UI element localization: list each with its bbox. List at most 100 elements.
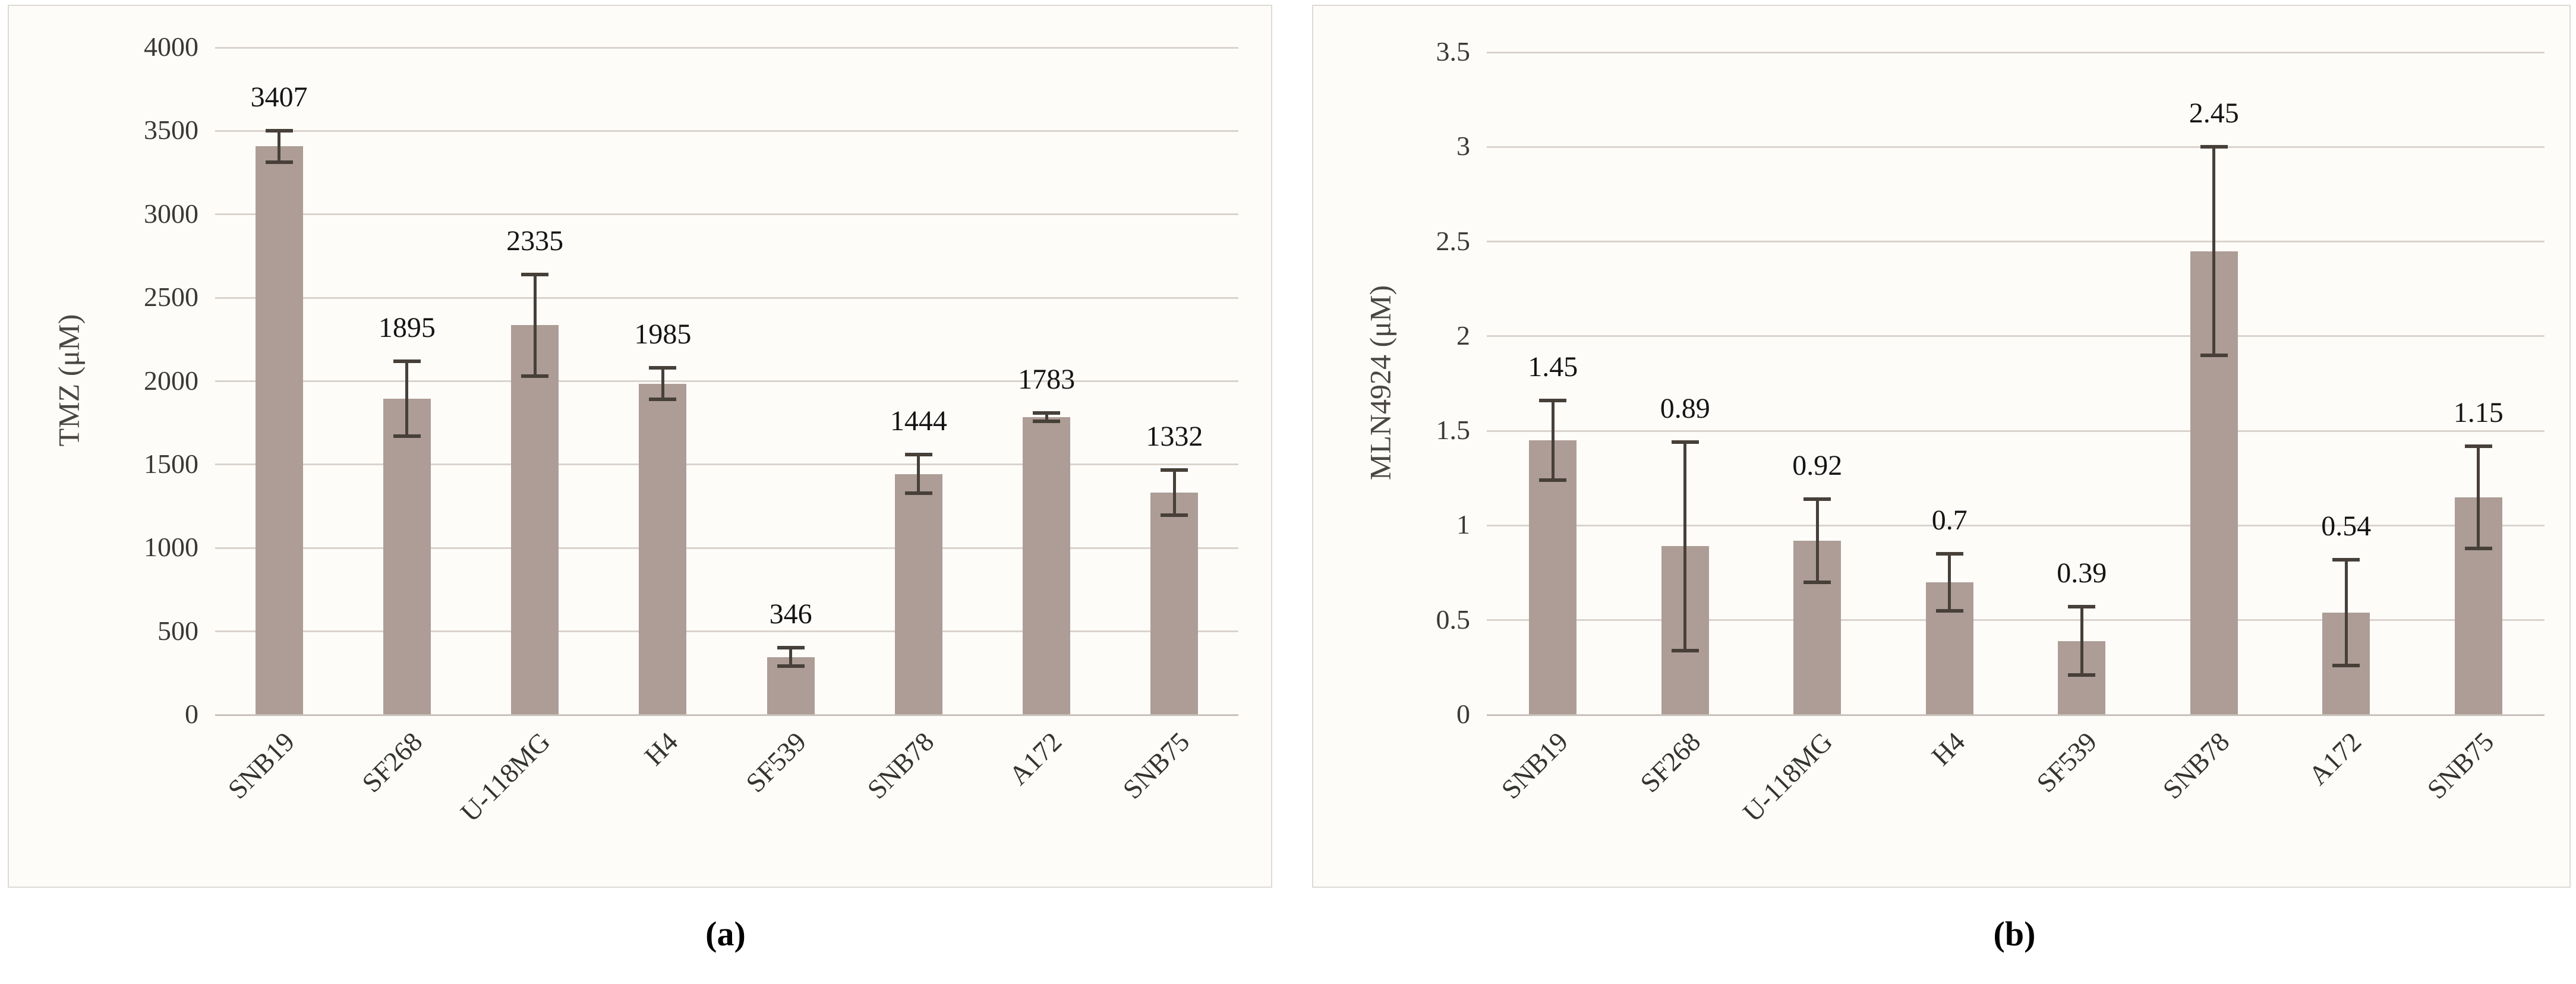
error-bar-stem-SNB78 <box>917 455 920 493</box>
y-axis-tick-label: 4000 <box>144 31 198 62</box>
error-bar-cap-bottom-SF268 <box>1671 648 1699 652</box>
error-bar-stem-SF539 <box>2080 607 2083 676</box>
data-label-SNB78: 1444 <box>890 405 947 437</box>
data-label-SNB75: 1332 <box>1146 421 1203 453</box>
error-bar-cap-bottom-SF539 <box>777 664 805 668</box>
error-bar-cap-bottom-A172 <box>1033 420 1061 424</box>
error-bar-cap-top-H4 <box>649 366 677 370</box>
gridline <box>1487 524 2545 526</box>
data-label-SNB19: 1.45 <box>1528 351 1578 383</box>
gridline <box>215 463 1238 466</box>
error-bar-stem-A172 <box>2344 559 2348 666</box>
error-bar-stem-A172 <box>1045 413 1048 422</box>
data-label-SNB19: 3407 <box>250 81 308 113</box>
error-bar-stem-SNB19 <box>278 130 281 163</box>
bar-SNB19 <box>255 146 303 715</box>
gridline <box>1487 51 2545 53</box>
gridline <box>1487 146 2545 148</box>
error-bar-cap-bottom-SNB19 <box>1539 478 1567 482</box>
data-label-SF268: 0.89 <box>1660 393 1710 425</box>
error-bar-cap-bottom-SNB78 <box>904 491 932 495</box>
error-bar-cap-top-SF268 <box>1671 440 1699 444</box>
error-bar-cap-top-SNB19 <box>1539 399 1567 403</box>
figure-panel-a: 0 500 1000 1500 2000 2500 3000 3500 4000 TMZ (μM)… <box>8 5 1272 888</box>
error-bar-cap-top-SNB75 <box>1161 468 1188 472</box>
y-axis-tick-label: 500 <box>157 615 198 646</box>
y-axis-tick-label: 0.5 <box>1436 604 1471 635</box>
error-bar-cap-top-SNB75 <box>2464 444 2492 448</box>
error-bar-stem-U-118MG <box>1815 499 1819 582</box>
data-label-SF268: 1895 <box>378 311 436 343</box>
data-label-U-118MG: 0.92 <box>1792 449 1843 481</box>
data-label-SNB75: 1.15 <box>2453 396 2504 428</box>
error-bar-cap-bottom-SNB75 <box>1161 513 1188 517</box>
error-bar-cap-bottom-U-118MG <box>521 374 549 379</box>
error-bar-stem-SNB75 <box>2477 446 2480 548</box>
y-axis-tick-label: 1 <box>1456 509 1470 540</box>
y-axis-tick-label: 2000 <box>144 365 198 396</box>
error-bar-cap-top-SF539 <box>2068 605 2096 609</box>
y-axis-tick-label: 0 <box>185 699 198 729</box>
error-bar-stem-SF539 <box>789 648 793 667</box>
error-bar-stem-SNB19 <box>1551 400 1555 480</box>
error-bar-stem-SNB75 <box>1172 470 1176 515</box>
gridline <box>1487 430 2545 432</box>
y-axis-tick-label: 1000 <box>144 532 198 563</box>
error-bar-cap-top-H4 <box>1935 552 1963 556</box>
y-axis-tick-label: 0 <box>1456 699 1470 729</box>
y-axis-tick-label: 3 <box>1456 131 1470 162</box>
error-bar-cap-top-A172 <box>2332 557 2360 562</box>
caption-a: (a) <box>705 914 746 953</box>
y-axis-tick-label: 2 <box>1456 320 1470 351</box>
error-bar-stem-H4 <box>661 368 664 400</box>
bar-SNB19 <box>1529 440 1577 715</box>
error-bar-stem-SF268 <box>405 361 409 437</box>
gridline <box>215 380 1238 382</box>
error-bar-cap-bottom-A172 <box>2332 664 2360 668</box>
bar-A172 <box>1023 417 1071 715</box>
error-bar-stem-H4 <box>1948 554 1951 611</box>
gridline <box>215 213 1238 216</box>
data-label-SNB78: 2.45 <box>2189 97 2239 130</box>
gridline <box>215 297 1238 299</box>
data-label-H4: 0.7 <box>1931 504 1968 537</box>
error-bar-cap-bottom-SNB75 <box>2464 546 2492 550</box>
error-bar-cap-top-SF539 <box>777 646 805 650</box>
y-axis-title: TMZ (μM) <box>52 314 85 446</box>
error-bar-cap-top-SNB19 <box>265 128 293 133</box>
x-axis-line <box>1487 714 2545 716</box>
y-axis-tick-label: 1500 <box>144 448 198 479</box>
data-label-H4: 1985 <box>634 318 692 351</box>
error-bar-stem-SNB78 <box>2212 147 2216 355</box>
y-axis-tick-label: 2500 <box>144 282 198 313</box>
data-label-U-118MG: 2335 <box>506 225 564 257</box>
data-label-A172: 0.54 <box>2321 510 2372 542</box>
error-bar-cap-top-SNB78 <box>904 453 932 457</box>
error-bar-cap-bottom-SNB78 <box>2200 353 2228 357</box>
gridline <box>1487 241 2545 243</box>
bar-H4 <box>639 383 687 715</box>
error-bar-cap-top-SF268 <box>393 359 421 363</box>
y-axis-tick-label: 3.5 <box>1436 36 1471 67</box>
x-axis-line <box>215 714 1238 716</box>
error-bar-cap-bottom-H4 <box>649 398 677 402</box>
bar-SNB75 <box>1150 493 1199 715</box>
error-bar-cap-bottom-SF539 <box>2068 673 2096 677</box>
data-label-SF539: 346 <box>769 598 812 630</box>
gridline <box>215 630 1238 633</box>
error-bar-cap-bottom-U-118MG <box>1803 581 1831 584</box>
y-axis-tick-label: 2.5 <box>1436 225 1471 256</box>
y-axis-title: MLN4924 (μM) <box>1363 285 1396 480</box>
y-axis-tick-label: 1.5 <box>1436 415 1471 446</box>
error-bar-cap-top-U-118MG <box>521 272 549 276</box>
error-bar-cap-top-U-118MG <box>1803 497 1831 501</box>
gridline <box>1487 619 2545 622</box>
gridline <box>215 547 1238 549</box>
error-bar-stem-SF268 <box>1683 442 1687 651</box>
gridline <box>1487 335 2545 338</box>
gridline <box>215 46 1238 49</box>
caption-b: (b) <box>1993 914 2036 953</box>
error-bar-stem-U-118MG <box>533 274 537 377</box>
gridline <box>215 130 1238 132</box>
error-bar-cap-bottom-H4 <box>1935 608 1963 613</box>
